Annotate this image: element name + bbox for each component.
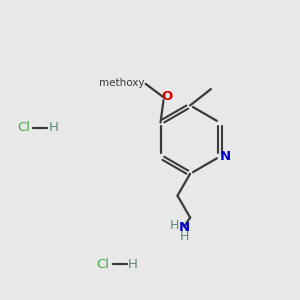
Text: H: H xyxy=(179,230,189,243)
Text: H: H xyxy=(170,219,179,232)
Text: Cl: Cl xyxy=(97,258,110,271)
Text: methoxy: methoxy xyxy=(99,78,144,88)
Text: H: H xyxy=(128,258,138,271)
Text: N: N xyxy=(178,221,190,234)
Text: Cl: Cl xyxy=(18,121,31,134)
Text: O: O xyxy=(161,90,173,103)
Text: H: H xyxy=(48,121,58,134)
Text: N: N xyxy=(220,150,231,163)
